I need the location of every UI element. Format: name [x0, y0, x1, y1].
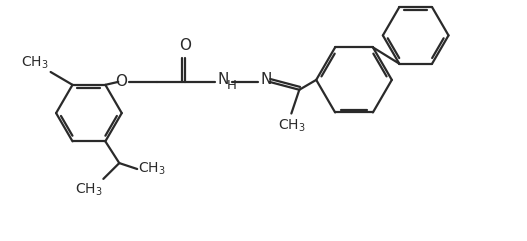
Text: H: H — [227, 79, 237, 92]
Text: CH$_3$: CH$_3$ — [21, 55, 48, 71]
Text: CH$_3$: CH$_3$ — [75, 182, 102, 198]
Text: O: O — [115, 74, 127, 89]
Text: CH$_3$: CH$_3$ — [278, 117, 305, 134]
Text: CH$_3$: CH$_3$ — [138, 161, 166, 177]
Text: N: N — [260, 72, 272, 87]
Text: O: O — [179, 38, 191, 53]
Text: N: N — [218, 72, 229, 87]
